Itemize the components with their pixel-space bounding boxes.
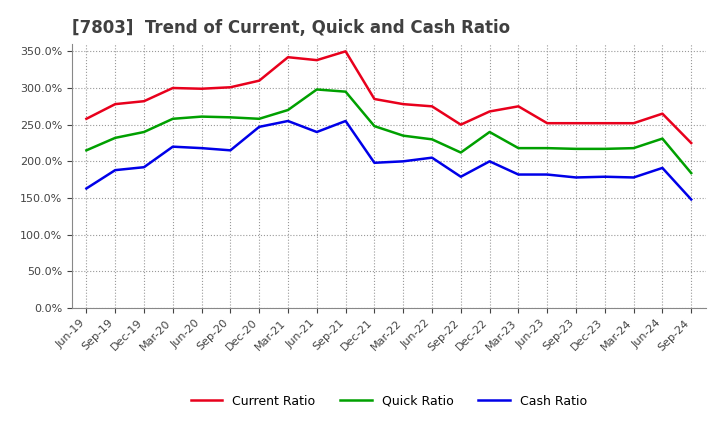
Current Ratio xyxy=(226,84,235,90)
Current Ratio xyxy=(197,86,206,92)
Current Ratio xyxy=(140,99,148,104)
Cash Ratio xyxy=(456,174,465,180)
Current Ratio xyxy=(312,58,321,63)
Quick Ratio xyxy=(514,146,523,151)
Quick Ratio xyxy=(485,129,494,135)
Quick Ratio xyxy=(428,137,436,142)
Current Ratio xyxy=(255,78,264,83)
Quick Ratio xyxy=(543,146,552,151)
Current Ratio xyxy=(370,96,379,102)
Cash Ratio xyxy=(312,129,321,135)
Current Ratio xyxy=(456,122,465,127)
Quick Ratio xyxy=(111,135,120,140)
Quick Ratio xyxy=(312,87,321,92)
Cash Ratio xyxy=(428,155,436,160)
Current Ratio xyxy=(284,55,292,60)
Cash Ratio xyxy=(255,124,264,129)
Text: [7803]  Trend of Current, Quick and Cash Ratio: [7803] Trend of Current, Quick and Cash … xyxy=(72,19,510,37)
Cash Ratio xyxy=(341,118,350,124)
Quick Ratio xyxy=(456,150,465,155)
Cash Ratio xyxy=(168,144,177,149)
Quick Ratio xyxy=(284,107,292,113)
Legend: Current Ratio, Quick Ratio, Cash Ratio: Current Ratio, Quick Ratio, Cash Ratio xyxy=(186,390,592,413)
Cash Ratio xyxy=(629,175,638,180)
Cash Ratio xyxy=(658,165,667,171)
Quick Ratio xyxy=(370,124,379,129)
Current Ratio xyxy=(687,140,696,146)
Cash Ratio xyxy=(111,168,120,173)
Cash Ratio xyxy=(370,160,379,165)
Cash Ratio xyxy=(543,172,552,177)
Current Ratio xyxy=(629,121,638,126)
Cash Ratio xyxy=(399,159,408,164)
Cash Ratio xyxy=(600,174,609,180)
Current Ratio xyxy=(341,49,350,54)
Current Ratio xyxy=(399,102,408,107)
Quick Ratio xyxy=(255,116,264,121)
Current Ratio xyxy=(168,85,177,91)
Line: Current Ratio: Current Ratio xyxy=(86,51,691,143)
Cash Ratio xyxy=(572,175,580,180)
Quick Ratio xyxy=(140,129,148,135)
Quick Ratio xyxy=(399,133,408,138)
Current Ratio xyxy=(111,102,120,107)
Line: Cash Ratio: Cash Ratio xyxy=(86,121,691,199)
Current Ratio xyxy=(600,121,609,126)
Quick Ratio xyxy=(197,114,206,119)
Quick Ratio xyxy=(658,136,667,141)
Current Ratio xyxy=(543,121,552,126)
Quick Ratio xyxy=(629,146,638,151)
Current Ratio xyxy=(514,104,523,109)
Cash Ratio xyxy=(514,172,523,177)
Cash Ratio xyxy=(82,186,91,191)
Quick Ratio xyxy=(687,170,696,176)
Cash Ratio xyxy=(284,118,292,124)
Quick Ratio xyxy=(572,146,580,151)
Line: Quick Ratio: Quick Ratio xyxy=(86,89,691,173)
Quick Ratio xyxy=(82,148,91,153)
Quick Ratio xyxy=(600,146,609,151)
Current Ratio xyxy=(572,121,580,126)
Cash Ratio xyxy=(687,197,696,202)
Current Ratio xyxy=(658,111,667,116)
Quick Ratio xyxy=(226,115,235,120)
Quick Ratio xyxy=(341,89,350,94)
Current Ratio xyxy=(82,116,91,121)
Cash Ratio xyxy=(485,159,494,164)
Cash Ratio xyxy=(197,146,206,151)
Current Ratio xyxy=(428,104,436,109)
Cash Ratio xyxy=(226,148,235,153)
Quick Ratio xyxy=(168,116,177,121)
Cash Ratio xyxy=(140,165,148,170)
Current Ratio xyxy=(485,109,494,114)
